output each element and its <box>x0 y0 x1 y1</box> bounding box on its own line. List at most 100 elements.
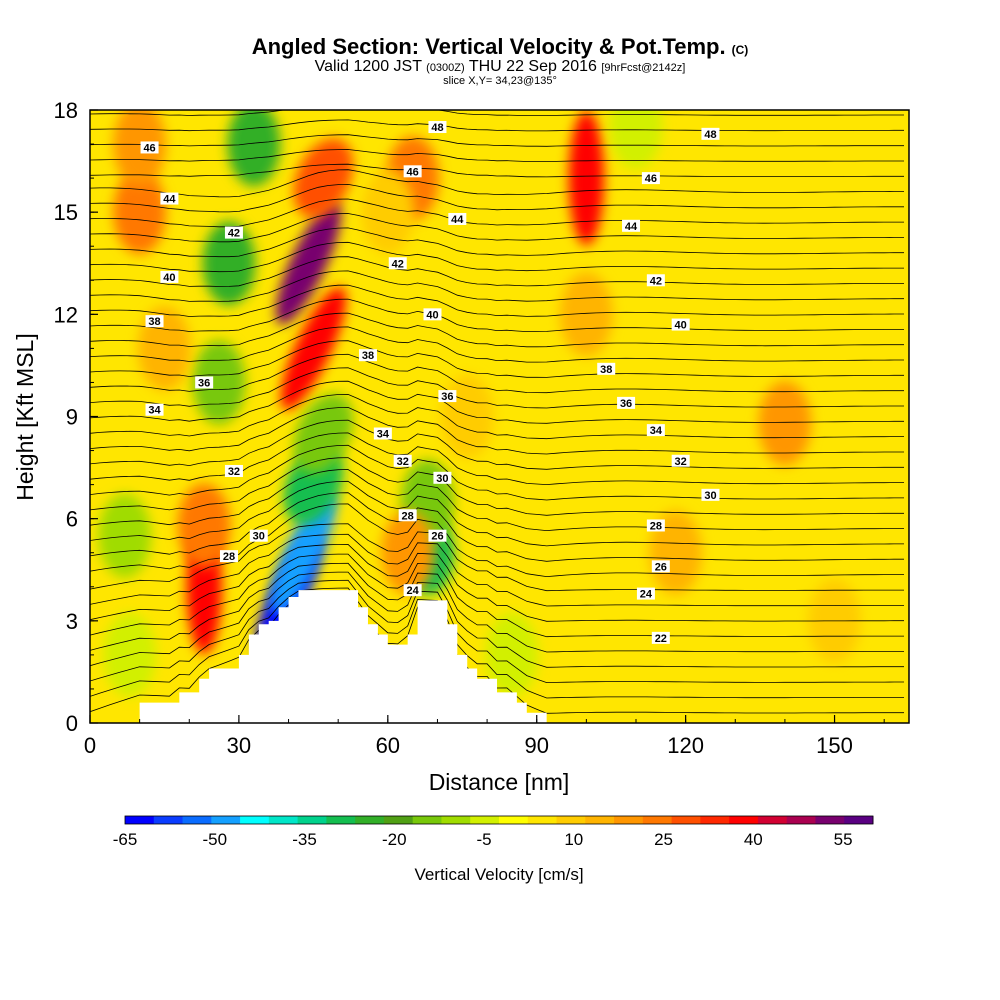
isentrope-label-text: 36 <box>620 398 632 410</box>
isentrope-label: 38 <box>597 362 616 376</box>
velocity-cell <box>293 138 354 218</box>
isentrope-label-text: 40 <box>426 309 438 321</box>
isentrope-label-text: 26 <box>431 531 443 543</box>
colorbar-swatch <box>671 816 701 824</box>
isentrope-line <box>90 340 904 378</box>
isentrope-label-text: 32 <box>397 456 409 468</box>
isentrope-label-text: 44 <box>163 194 176 206</box>
isentrope-label: 24 <box>403 584 422 597</box>
isentrope-line <box>90 119 904 132</box>
isentrope-line <box>90 457 904 516</box>
isentrope-label: 42 <box>646 274 665 287</box>
isentrope-line <box>90 110 904 116</box>
x-tick-label: 120 <box>667 733 704 758</box>
isentrope-label: 44 <box>448 212 467 226</box>
velocity-cell <box>361 170 415 255</box>
isentrope-label-bg <box>145 315 164 328</box>
isentrope-label: 30 <box>433 471 452 485</box>
colorbar-swatch <box>412 816 442 824</box>
velocity-cell <box>758 381 812 466</box>
isentrope-line <box>90 213 904 243</box>
isentrope-label: 40 <box>160 270 179 284</box>
isentrope-label-bg <box>597 362 616 375</box>
isentrope-line <box>90 406 904 455</box>
colorbar-swatch <box>297 816 327 824</box>
y-tick-label: 6 <box>66 507 78 532</box>
isentrope-label: 32 <box>671 454 690 468</box>
isentrope-label-text: 36 <box>198 377 210 389</box>
isentrope-line <box>90 562 904 653</box>
isentrope-label-bg <box>358 349 377 362</box>
slice-info: slice X,Y= 34,23@135° <box>443 75 557 87</box>
y-tick-label: 3 <box>66 609 78 634</box>
isentrope-label-bg <box>195 376 214 389</box>
isentrope-label-text: 30 <box>436 473 448 485</box>
colorbar-swatch <box>153 816 184 824</box>
isentrope-label-text: 44 <box>451 214 464 226</box>
isentrope-line <box>90 227 904 258</box>
isentrope-line <box>90 90 904 100</box>
isentrope-label-bg <box>617 396 636 409</box>
x-tick-label: 60 <box>376 733 400 758</box>
colorbar-swatch <box>729 816 759 824</box>
isentrope-label-bg <box>140 141 159 154</box>
colorbar: -65 -50 -35 -20 -5 10 25 40 55 <box>113 815 874 849</box>
isentrope-line <box>90 284 904 317</box>
isentrope-label: 40 <box>423 308 442 321</box>
isentrope-line <box>90 523 904 592</box>
isentrope-label: 26 <box>651 560 670 573</box>
isentrope-line <box>90 256 904 287</box>
velocity-cell <box>659 136 713 221</box>
isentrope-label-bg <box>701 488 720 501</box>
colorbar-tick-label: -65 <box>113 830 138 849</box>
isentrope-label-bg <box>423 308 442 321</box>
isentrope-label-text: 46 <box>407 166 419 178</box>
isentrope-line <box>90 393 904 440</box>
isentrope-line <box>90 553 904 638</box>
x-axis-label: Distance [nm] <box>429 769 570 795</box>
isentrope-label-text: 48 <box>704 129 716 141</box>
isentrope-label-text: 42 <box>650 275 662 287</box>
colorbar-swatch <box>614 816 644 824</box>
isentrope-label-bg <box>701 127 720 140</box>
isentrope-line <box>90 419 904 470</box>
isentrope-label: 46 <box>403 165 422 178</box>
colorbar-swatch <box>125 816 155 824</box>
x-tick-label: 30 <box>227 733 251 758</box>
isentrope-label-text: 32 <box>228 466 240 478</box>
isentrope-label-text: 24 <box>407 585 420 597</box>
isentrope-line <box>90 444 904 501</box>
isentrope-label: 30 <box>701 488 720 502</box>
isentrope-label-bg <box>373 427 392 440</box>
x-tick-label: 90 <box>524 733 548 758</box>
isentrope-label-text: 36 <box>441 391 453 403</box>
isentrope-label: 32 <box>393 454 412 468</box>
isentrope-label-text: 34 <box>377 429 390 441</box>
velocity-cell <box>460 238 514 323</box>
isentrope-label-bg <box>641 172 660 185</box>
isentrope-label-text: 34 <box>650 425 663 437</box>
isentrope-label-text: 30 <box>253 531 265 543</box>
isentrope-line <box>90 533 904 607</box>
isentrope-line <box>90 571 904 668</box>
x-axis: 0 30 60 90 120 150 <box>84 715 885 758</box>
colorbar-swatch <box>786 816 816 824</box>
isentrope-label-bg <box>646 274 665 287</box>
isentrope-label-text: 38 <box>600 364 612 376</box>
isentrope-label-text: 46 <box>645 173 657 185</box>
colorbar-swatch <box>240 816 270 824</box>
velocity-cell <box>485 612 539 697</box>
isentrope-label: 28 <box>398 509 417 522</box>
isentrope-label: 44 <box>160 192 179 206</box>
velocity-cell <box>559 272 613 357</box>
velocity-cell <box>270 491 337 615</box>
colorbar-swatch <box>700 816 730 824</box>
isentrope-label: 22 <box>651 631 670 645</box>
isentrope-line <box>90 543 904 622</box>
isentrope-line <box>90 183 904 213</box>
isentrope-line <box>90 469 904 532</box>
isentrope-label-bg <box>403 165 422 178</box>
colorbar-swatch <box>844 816 874 824</box>
isentrope-label: 42 <box>388 257 407 270</box>
